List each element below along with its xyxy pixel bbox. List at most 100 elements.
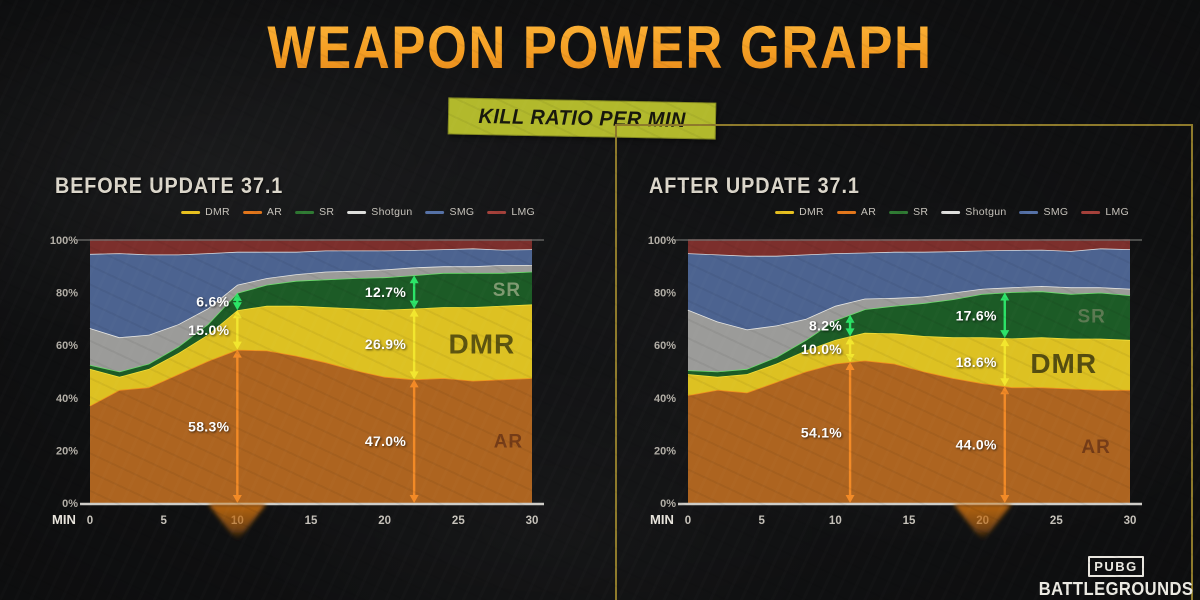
pubg-battlegrounds-logo: PUBG BATTLEGROUNDS	[1038, 556, 1194, 600]
annotation-arrow-dmr-21.5-head-down	[1000, 378, 1010, 387]
annotation-arrow-sr-22-head-down	[409, 300, 419, 309]
area-edge-dmr	[687, 332, 1131, 378]
area-dmr	[90, 304, 532, 406]
annotation-arrow-dmr-22-head-down	[409, 371, 419, 380]
y-tick-0: 0%	[660, 498, 676, 510]
area-lmg	[688, 240, 1130, 256]
annotation-arrow-dmr-22-head-up	[409, 308, 419, 317]
legend-label: SR	[319, 206, 335, 218]
chart-before-update: 0%20%40%60%80%100%051015202530MINSRDMRAR…	[50, 235, 544, 541]
x-tick-20: 20	[378, 515, 391, 527]
y-tick-80: 80%	[654, 288, 676, 300]
area-shotgun	[90, 265, 532, 372]
area-label-dmr: DMR	[1030, 348, 1097, 379]
legend-item-ar: AR	[242, 206, 283, 218]
y-tick-0: 0%	[62, 498, 78, 510]
panel-title-after: AFTER UPDATE 37.1	[649, 173, 860, 198]
annotation-value-ar-22: 47.0%	[365, 433, 406, 449]
legend-item-sr: SR	[295, 206, 334, 218]
area-label-sr: SR	[1077, 306, 1105, 327]
smg-legend-swatch	[1019, 210, 1039, 214]
axis-marker-triangle	[953, 504, 1012, 541]
legend-before: DMR AR SR Shotgun SMG LMG	[181, 206, 535, 218]
x-tick-15: 15	[903, 515, 916, 527]
lmg-legend-swatch	[1081, 210, 1101, 214]
page-title: WEAPON POWER GRAPH	[90, 6, 1110, 90]
annotation-value-dmr-21.5: 18.6%	[956, 354, 997, 370]
x-tick-5: 5	[758, 515, 765, 527]
annotation-arrow-ar-11-head-down	[845, 495, 855, 503]
annotation-arrow-ar-22-head-up	[409, 379, 419, 388]
legend-item-sr: SR	[889, 206, 928, 218]
legend-label: DMR	[205, 206, 230, 218]
y-tick-40: 40%	[654, 393, 676, 405]
annotation-arrow-dmr-21.5-head-up	[1000, 338, 1010, 347]
annotation-arrow-dmr-11-head-up	[845, 336, 855, 345]
shotgun-legend-swatch	[347, 210, 367, 214]
x-tick-10: 10	[829, 515, 842, 527]
y-tick-60: 60%	[654, 340, 676, 352]
pubg-logo-box: PUBG	[1088, 556, 1144, 577]
x-tick-30: 30	[526, 515, 539, 527]
legend-label: SR	[913, 206, 929, 218]
subtitle-badge: KILL RATIO PER MIN	[447, 97, 717, 140]
y-tick-100: 100%	[648, 235, 676, 247]
area-edge-sr	[687, 290, 1131, 373]
lmg-legend-swatch	[487, 210, 507, 214]
annotation-arrow-sr-21.5-head-up	[1000, 292, 1010, 301]
legend-item-dmr: DMR	[181, 206, 230, 218]
legend-item-smg: SMG	[1019, 206, 1069, 218]
subtitle-badge-label: KILL RATIO PER MIN	[478, 104, 686, 132]
legend-label: DMR	[799, 206, 824, 218]
legend-label: AR	[266, 206, 283, 218]
legend-label: Shotgun	[965, 206, 1007, 218]
annotation-arrow-sr-10-head-up	[232, 292, 242, 301]
area-dmr	[688, 332, 1130, 396]
y-tick-20: 20%	[654, 445, 676, 457]
annotation-arrow-sr-11-head-up	[845, 314, 855, 323]
area-sr	[688, 291, 1130, 377]
battlegrounds-wordmark: BATTLEGROUNDS	[1038, 579, 1194, 599]
x-axis-label: MIN	[52, 512, 76, 527]
annotation-arrow-ar-21.5-head-down	[1000, 495, 1010, 503]
annotation-value-sr-10: 6.6%	[196, 294, 229, 310]
area-label-ar: AR	[494, 432, 523, 453]
annotation-value-ar-21.5: 44.0%	[956, 437, 997, 453]
panel-title-before: BEFORE UPDATE 37.1	[55, 173, 284, 198]
annotation-arrow-sr-10-head-down	[232, 302, 242, 311]
chart-after-update: 0%20%40%60%80%100%051015202530MINSRDMRAR…	[648, 235, 1142, 541]
annotation-arrow-dmr-10-head-down	[232, 341, 242, 350]
dmr-legend-swatch	[775, 210, 795, 214]
smg-legend-swatch	[425, 210, 445, 214]
annotation-value-ar-10: 58.3%	[188, 418, 229, 434]
legend-item-shotgun: Shotgun	[941, 206, 1006, 218]
annotation-value-dmr-10: 15.0%	[188, 322, 229, 338]
x-tick-25: 25	[1050, 515, 1063, 527]
annotation-arrow-ar-10-head-down	[232, 495, 242, 503]
x-axis-label: MIN	[650, 512, 674, 527]
legend-item-lmg: LMG	[487, 206, 535, 218]
area-shotgun	[688, 286, 1130, 372]
annotation-arrow-sr-11-head-down	[845, 328, 855, 337]
area-label-dmr: DMR	[449, 328, 516, 359]
annotation-arrow-ar-11-head-up	[845, 362, 855, 371]
sr-legend-swatch	[295, 210, 315, 214]
dmr-legend-swatch	[181, 210, 201, 214]
legend-item-smg: SMG	[425, 206, 475, 218]
area-label-ar: AR	[1081, 437, 1110, 458]
annotation-arrow-sr-21.5-head-down	[1000, 330, 1010, 339]
sr-legend-swatch	[889, 210, 909, 214]
annotation-arrow-ar-21.5-head-up	[1000, 386, 1010, 395]
legend-label: LMG	[511, 206, 535, 218]
y-tick-60: 60%	[56, 340, 78, 352]
x-tick-0: 0	[685, 515, 691, 527]
area-edge-smg	[687, 247, 1131, 257]
annotation-arrow-ar-10-head-up	[232, 349, 242, 358]
annotation-value-sr-22: 12.7%	[365, 284, 406, 300]
area-sr	[90, 271, 532, 377]
annotation-value-sr-21.5: 17.6%	[956, 307, 997, 323]
legend-item-dmr: DMR	[775, 206, 824, 218]
legend-item-ar: AR	[836, 206, 876, 218]
area-smg	[90, 248, 532, 338]
area-ar	[688, 360, 1130, 503]
